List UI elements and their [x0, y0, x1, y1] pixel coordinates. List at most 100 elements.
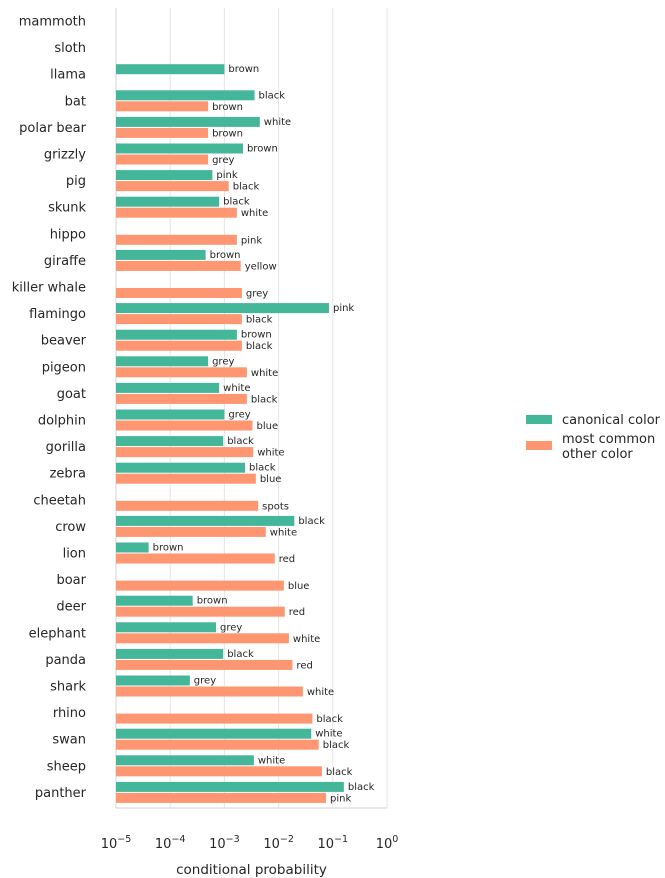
bar-other — [116, 288, 242, 298]
bar-other — [116, 792, 327, 803]
bar-canonical — [116, 755, 254, 766]
bar-label-canonical: pink — [333, 303, 354, 314]
bar-label-other: red — [289, 607, 305, 618]
bar-other — [116, 234, 237, 245]
bar-other — [116, 633, 289, 644]
bar-label-canonical: grey — [194, 676, 216, 687]
labels-layer: mammoth sloth llama brown bat black brown polar… — [12, 15, 375, 805]
bar-canonical — [116, 595, 193, 606]
x-tick-label: 10−5 — [101, 834, 132, 852]
bar-label-other: white — [257, 448, 284, 459]
bar-label-other: brown — [212, 102, 243, 113]
category-label: sloth — [54, 41, 86, 56]
bar-label-canonical: white — [264, 117, 291, 128]
category-label: mammoth — [19, 15, 86, 30]
category-label: goat — [57, 387, 86, 402]
bar-canonical — [116, 196, 220, 207]
bar-label-canonical: black — [249, 463, 276, 474]
x-axis-title: conditional probability — [176, 862, 327, 878]
bar-label-canonical: brown — [228, 64, 259, 75]
legend-label-other: most common other color — [562, 432, 655, 462]
bar-label-other: blue — [288, 581, 310, 592]
bar-canonical — [116, 675, 190, 686]
bar-label-other: black — [326, 767, 353, 778]
ticks-layer: 10−5 10−4 10−3 10−2 10−1 100 — [101, 834, 399, 852]
category-label: deer — [56, 600, 86, 615]
bar-other — [116, 686, 303, 697]
bar-canonical — [116, 64, 225, 75]
bar-label-canonical: brown — [210, 250, 241, 261]
bar-other — [116, 659, 293, 670]
bar-label-other: white — [307, 687, 334, 698]
category-label: bat — [65, 94, 86, 109]
legend: canonical color most common other color — [526, 413, 661, 462]
bar-other — [116, 127, 209, 138]
bar-label-other: white — [241, 208, 268, 219]
bar-label-canonical: black — [298, 516, 325, 527]
category-label: polar bear — [19, 121, 86, 136]
category-label: beaver — [41, 334, 87, 349]
bar-label-other: black — [316, 714, 343, 725]
bar-other — [116, 447, 254, 458]
bar-label-canonical: white — [223, 383, 250, 394]
bar-other — [116, 606, 285, 617]
legend-swatch-other — [526, 441, 552, 450]
bar-label-other: grey — [246, 289, 268, 300]
bar-label-other: spots — [262, 501, 289, 512]
x-tick-label: 100 — [376, 834, 399, 852]
category-label: llama — [50, 68, 86, 83]
category-label: pig — [66, 174, 86, 189]
legend-swatch-canonical — [526, 415, 552, 424]
bar-label-canonical: white — [258, 755, 285, 766]
bar-canonical — [116, 542, 149, 553]
category-label: lion — [63, 547, 86, 562]
bar-canonical — [116, 622, 217, 633]
bar-other — [116, 207, 237, 218]
bar-label-canonical: pink — [216, 170, 237, 181]
category-label: elephant — [29, 626, 86, 641]
bar-other — [116, 473, 256, 484]
bar-canonical — [116, 728, 312, 739]
bar-other — [116, 766, 322, 777]
category-label: boar — [56, 573, 86, 588]
bar-label-canonical: black — [227, 436, 254, 447]
category-label: grizzly — [44, 148, 86, 163]
bar-canonical — [116, 515, 295, 526]
bar-label-canonical: black — [348, 782, 375, 793]
bar-canonical — [116, 356, 209, 367]
category-label: panther — [35, 786, 87, 801]
category-label: cheetah — [33, 493, 86, 508]
bar-label-other: black — [246, 315, 273, 326]
category-label: rhino — [53, 706, 86, 721]
x-tick-label: 10−2 — [263, 834, 294, 852]
category-label: dolphin — [38, 414, 86, 429]
bar-label-other: brown — [212, 128, 243, 139]
category-label: killer whale — [12, 281, 86, 296]
bars-layer — [116, 64, 344, 803]
bar-label-canonical: black — [223, 197, 250, 208]
legend-label-canonical: canonical color — [562, 413, 661, 428]
category-label: pigeon — [42, 360, 86, 375]
bar-label-other: pink — [330, 793, 351, 804]
category-label: gorilla — [46, 440, 86, 455]
bar-other — [116, 580, 284, 591]
x-tick-label: 10−3 — [209, 834, 240, 852]
bar-canonical — [116, 648, 224, 659]
bar-canonical — [116, 409, 225, 420]
bar-other — [116, 500, 259, 511]
category-label: hippo — [50, 227, 86, 242]
x-tick-label: 10−4 — [155, 834, 186, 852]
category-label: giraffe — [44, 254, 86, 269]
bar-label-other: blue — [260, 474, 282, 485]
bar-canonical — [116, 303, 329, 314]
bar-other — [116, 393, 247, 404]
bar-label-other: black — [246, 341, 273, 352]
bar-label-canonical: white — [315, 729, 342, 740]
bar-label-other: blue — [257, 421, 279, 432]
bar-label-canonical: brown — [247, 144, 278, 155]
bar-other — [116, 420, 253, 431]
bar-label-other: yellow — [245, 261, 277, 272]
bar-label-other: pink — [241, 235, 262, 246]
bar-label-other: red — [279, 554, 295, 565]
